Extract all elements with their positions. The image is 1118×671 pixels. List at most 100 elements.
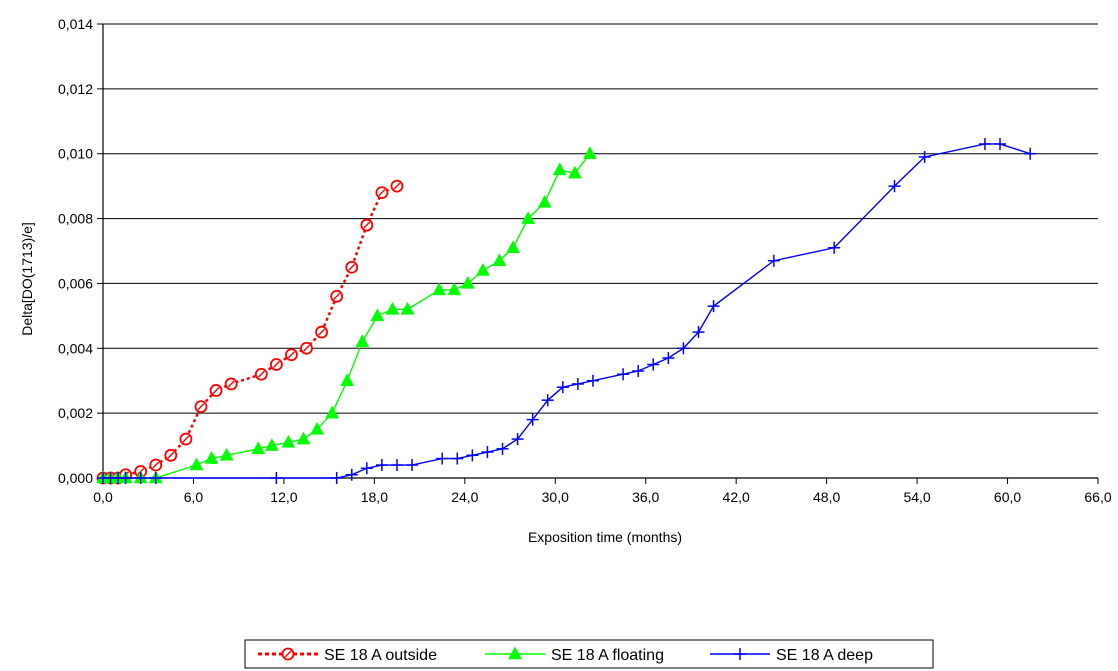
data-point	[270, 472, 283, 484]
data-point	[492, 253, 507, 266]
x-tick-label: 66,0	[1084, 489, 1111, 505]
legend-swatch-marker	[734, 648, 746, 660]
data-point	[677, 342, 690, 355]
legend-label: SE 18 A outside	[324, 647, 437, 664]
data-point	[385, 301, 400, 315]
data-point	[537, 194, 552, 208]
y-tick-label: 0,000	[58, 470, 93, 486]
data-point	[264, 438, 279, 451]
axes: 0,000 0,002 0,004 0,006 0,008 0,010 0,012 0,014…	[58, 16, 1112, 505]
data-point	[460, 275, 475, 289]
x-tick-label: 18,0	[361, 489, 388, 505]
data-point	[179, 432, 193, 446]
data-point	[496, 442, 509, 455]
data-point	[662, 352, 675, 365]
legend-label: SE 18 A floating	[551, 647, 664, 664]
data-point	[432, 282, 447, 296]
data-point	[541, 394, 554, 407]
marker-slash	[393, 182, 401, 190]
data-point	[281, 434, 296, 448]
data-point	[475, 262, 490, 276]
y-tick-label: 0,008	[58, 211, 93, 227]
y-axis-title: Delta[DO(1713)/e]	[19, 222, 35, 336]
data-point	[330, 289, 344, 303]
data-point	[119, 472, 132, 484]
data-point	[370, 308, 385, 322]
legend-label: SE 18 A deep	[776, 647, 873, 664]
data-point	[521, 211, 536, 224]
data-point	[310, 421, 324, 435]
data-point	[556, 381, 569, 394]
data-point	[224, 377, 238, 391]
data-point	[586, 374, 599, 387]
gridlines	[103, 23, 1098, 414]
data-point	[994, 137, 1007, 150]
series-2	[97, 137, 1037, 484]
data-point	[918, 150, 931, 163]
data-point	[345, 468, 358, 481]
marker-slash	[257, 370, 265, 378]
data-point	[511, 433, 524, 446]
marker-slash	[318, 328, 326, 336]
marker-slash	[284, 650, 292, 658]
x-tick-label: 54,0	[903, 489, 930, 505]
legend-box	[244, 639, 934, 669]
marker-slash	[167, 451, 175, 459]
data-point	[269, 358, 283, 371]
data-point	[707, 300, 720, 313]
data-point	[149, 458, 163, 472]
data-point	[406, 459, 419, 472]
data-point	[164, 448, 178, 462]
marker-slash	[333, 292, 341, 300]
series-1	[96, 146, 597, 484]
y-tick-label: 0,014	[58, 16, 93, 32]
legend: SE 18 A outside SE 18 A floating SE 18 A d…	[244, 639, 934, 669]
data-point	[767, 254, 780, 267]
data-point	[355, 334, 370, 348]
series-line	[103, 153, 591, 479]
x-tick-label: 30,0	[542, 489, 569, 505]
series-line	[103, 143, 1031, 479]
marker-slash	[182, 435, 190, 443]
data-point	[209, 384, 223, 397]
x-tick-label: 42,0	[723, 489, 750, 505]
x-tick-label: 36,0	[632, 489, 659, 505]
data-point	[360, 462, 373, 475]
data-point	[251, 441, 266, 455]
data-point	[1024, 147, 1037, 160]
marker-slash	[363, 221, 371, 229]
data-point	[451, 452, 464, 465]
data-point	[296, 431, 311, 445]
data-point	[632, 364, 645, 377]
data-point	[583, 146, 597, 159]
data-point	[888, 180, 901, 193]
marker-slash	[227, 380, 235, 388]
data-point	[481, 446, 494, 459]
data-point	[189, 457, 204, 471]
x-tick-label: 6,0	[184, 489, 204, 505]
x-tick-label: 24,0	[451, 489, 478, 505]
data-point	[978, 137, 991, 150]
data-point	[526, 413, 539, 426]
marker-slash	[348, 263, 356, 271]
marker-slash	[287, 351, 295, 359]
x-tick-label: 0,0	[93, 489, 113, 505]
data-point	[552, 162, 567, 176]
data-point	[134, 472, 147, 484]
x-tick-label: 12,0	[270, 489, 297, 505]
data-point	[149, 472, 162, 484]
data-point	[466, 449, 479, 462]
marker-slash	[212, 386, 220, 394]
data-point	[447, 282, 462, 296]
data-point	[647, 358, 660, 371]
data-point	[219, 447, 234, 461]
data-point	[325, 405, 340, 419]
x-axis-title: Exposition time (months)	[528, 529, 682, 545]
x-tick-label: 60,0	[994, 489, 1021, 505]
x-tick-label: 48,0	[813, 489, 840, 505]
data-point	[390, 179, 404, 193]
data-point	[194, 400, 208, 414]
data-point	[692, 326, 705, 339]
series-0	[96, 179, 404, 485]
